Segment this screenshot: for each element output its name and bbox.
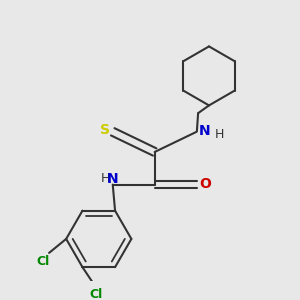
Text: O: O bbox=[199, 177, 211, 191]
Text: N: N bbox=[199, 124, 210, 138]
Text: N: N bbox=[106, 172, 118, 186]
Text: Cl: Cl bbox=[36, 255, 50, 268]
Text: H: H bbox=[100, 172, 110, 185]
Text: Cl: Cl bbox=[90, 288, 103, 300]
Text: H: H bbox=[215, 128, 224, 141]
Text: S: S bbox=[100, 123, 110, 137]
